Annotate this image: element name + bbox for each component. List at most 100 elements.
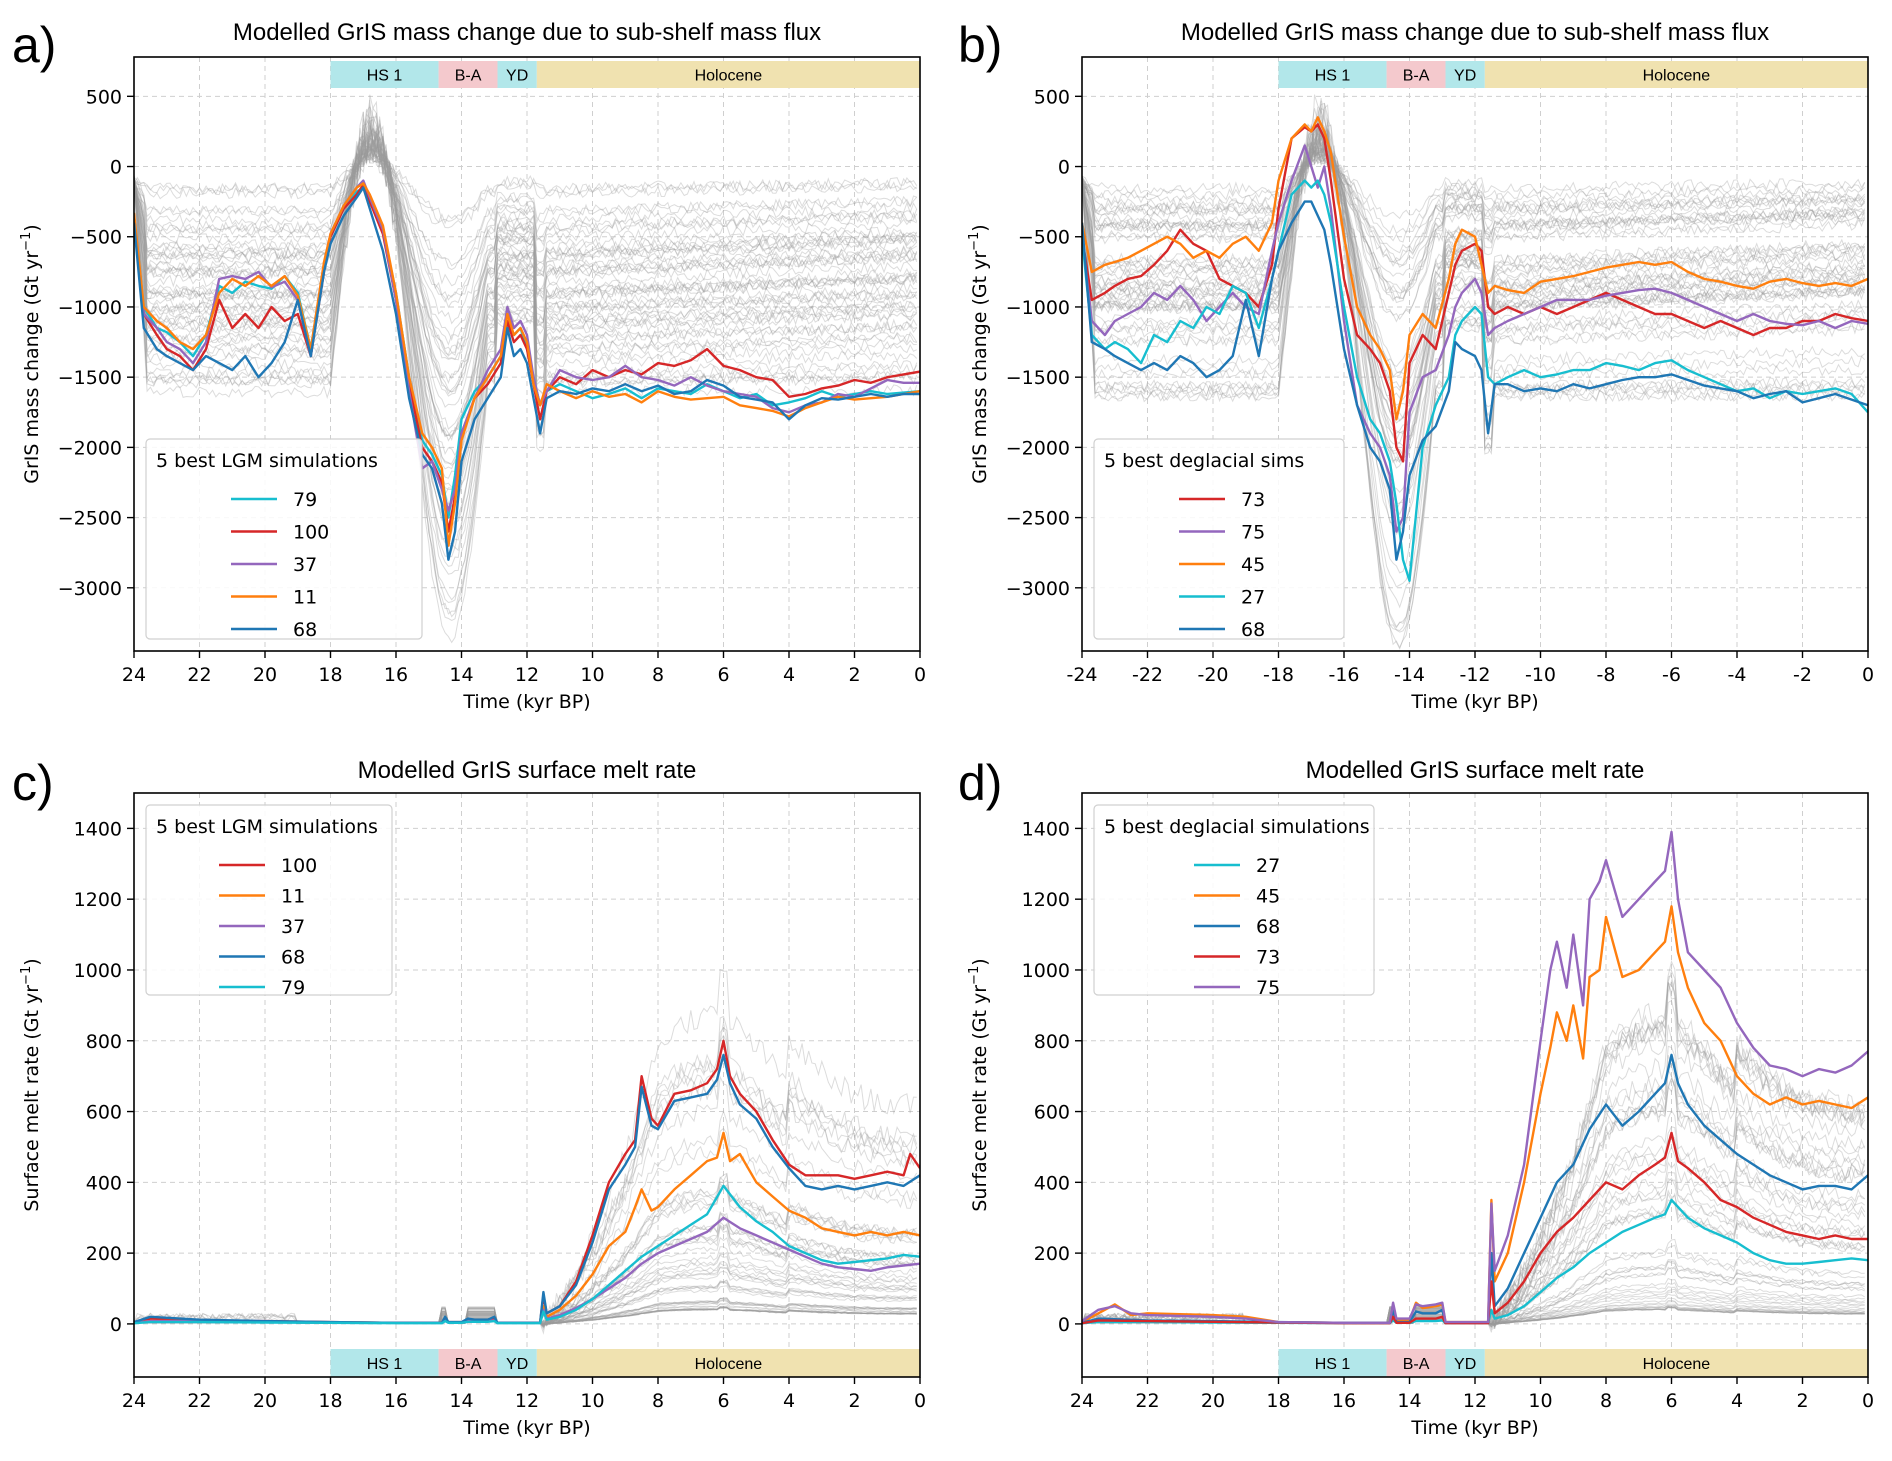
ensemble-line (134, 147, 918, 287)
ensemble-line (1082, 145, 1866, 293)
period-band (1484, 61, 1868, 88)
x-axis-label: Time (kyr BP) (462, 691, 590, 713)
y-tick-label: 200 (86, 1243, 122, 1265)
ensemble-line (134, 139, 918, 393)
series-line-27 (1082, 179, 1868, 582)
ensemble-line (134, 113, 917, 549)
ensemble-line (134, 125, 918, 466)
ensemble-line (134, 132, 918, 437)
ensemble-line (134, 139, 918, 346)
ensemble-line (1082, 128, 1866, 406)
y-axis-label-sup: −1 (967, 966, 982, 985)
ensemble-line (1082, 969, 1866, 1324)
y-axis: 500 0 −500 −1000 −1500 −2000 −2500 −3000 GrIS ma… (19, 86, 134, 600)
panel-letter: d) (958, 755, 1002, 811)
ensemble-line (1082, 139, 1866, 374)
legend-item: 11 (231, 587, 317, 609)
x-tick-label: 22 (1135, 1390, 1159, 1412)
ensemble-line (1082, 130, 1865, 434)
ensemble-line (1082, 151, 1866, 277)
series-line-75 (1082, 144, 1868, 533)
x-tick-label: 20 (253, 664, 277, 686)
ensemble-line (1082, 152, 1865, 243)
y-axis: 0 200 400 600 800 1000 1200 1400 Surface melt ra… (967, 818, 1082, 1336)
y-tick-label: −1000 (1006, 297, 1070, 319)
series-line-37 (134, 179, 920, 512)
ensemble-line (134, 116, 917, 558)
period-band (536, 1349, 920, 1377)
y-tick-label: −1500 (1006, 367, 1070, 389)
period-label: B-A (1403, 1356, 1430, 1373)
legend-item: 100 (231, 522, 329, 544)
ensemble-line (134, 144, 918, 361)
period-bands: HS 1 B-A YD Holocene (1278, 61, 1868, 88)
panel-d: d) Modelled GrIS surface melt rate HS 1 B-A… (958, 755, 1874, 1439)
y-axis-label: Surface melt rate (Gt yr−1) (967, 958, 991, 1211)
x-tick-label: -10 (1525, 664, 1556, 686)
ensemble-line (1082, 144, 1865, 294)
y-axis: 500 0 −500 −1000 −1500 −2000 −2500 −3000 GrIS ma… (967, 86, 1082, 600)
ensemble-line (1082, 1067, 1866, 1324)
x-tick-label: 6 (1665, 1390, 1677, 1412)
legend-item: 11 (219, 886, 305, 908)
x-tick-label: 22 (187, 664, 211, 686)
ensemble-line (1082, 148, 1865, 268)
ensemble-line (1082, 147, 1866, 264)
series-line-75 (1082, 830, 1868, 1325)
x-tick-label: 10 (580, 664, 604, 686)
legend-label: 45 (1256, 886, 1280, 908)
y-tick-label: −1000 (58, 297, 122, 319)
y-tick-label: −3000 (1006, 578, 1070, 600)
period-band (330, 1349, 439, 1377)
ensemble-line (1082, 102, 1866, 609)
period-label: B-A (1403, 68, 1430, 85)
ensemble-line (134, 144, 918, 357)
x-tick-label: -2 (1793, 664, 1812, 686)
period-label: HS 1 (1315, 1356, 1351, 1373)
ensemble-line (1082, 134, 1866, 400)
legend-label: 11 (281, 886, 305, 908)
y-axis-label: Surface melt rate (Gt yr−1) (19, 958, 43, 1211)
period-band (1445, 1349, 1485, 1377)
ensemble-line (134, 146, 917, 271)
period-band (1278, 61, 1387, 88)
y-tick-label: 400 (86, 1172, 122, 1194)
y-tick-label: 800 (1034, 1031, 1070, 1053)
legend: 5 best LGM simulations 79 100 37 11 68 (145, 438, 423, 641)
ensemble-line (1082, 130, 1865, 422)
x-tick-label: 4 (783, 664, 795, 686)
x-tick-label: -22 (1132, 664, 1163, 686)
ensemble-line (1082, 115, 1866, 536)
ensemble-line (134, 142, 918, 303)
ensemble-line (134, 1280, 917, 1325)
series-line-79 (134, 1184, 920, 1325)
ensemble-line (134, 1056, 918, 1327)
period-band (438, 61, 498, 88)
y-axis: 0 200 400 600 800 1000 1200 1400 Surface melt ra… (19, 818, 134, 1336)
y-axis-label-main: GrIS mass change (Gt yr (969, 251, 991, 484)
period-label: Holocene (1643, 1356, 1711, 1373)
period-band (438, 1349, 498, 1377)
x-axis-label: Time (kyr BP) (462, 1417, 590, 1439)
legend-label: 75 (1241, 522, 1265, 544)
x-tick-label: 16 (384, 1390, 408, 1412)
legend-item: 27 (1179, 587, 1265, 609)
x-tick-label: 6 (717, 1390, 729, 1412)
ensemble-line (1082, 1244, 1865, 1325)
ensemble-line (1082, 975, 1866, 1328)
ensemble-line (1082, 979, 1866, 1324)
panel-b: b) Modelled GrIS mass change due to sub-s… (958, 17, 1874, 713)
ensemble-line (1082, 156, 1866, 220)
period-label: YD (1454, 1356, 1476, 1373)
y-tick-label: 0 (110, 1314, 122, 1336)
legend-item: 68 (231, 619, 317, 641)
ensemble-line (1082, 135, 1866, 435)
ensemble-line (1082, 1076, 1866, 1326)
y-tick-label: 500 (86, 86, 122, 108)
ensemble-line (1082, 145, 1866, 300)
ensemble-line (1082, 149, 1866, 304)
legend-label: 73 (1241, 489, 1265, 511)
ensemble-line (134, 155, 918, 229)
